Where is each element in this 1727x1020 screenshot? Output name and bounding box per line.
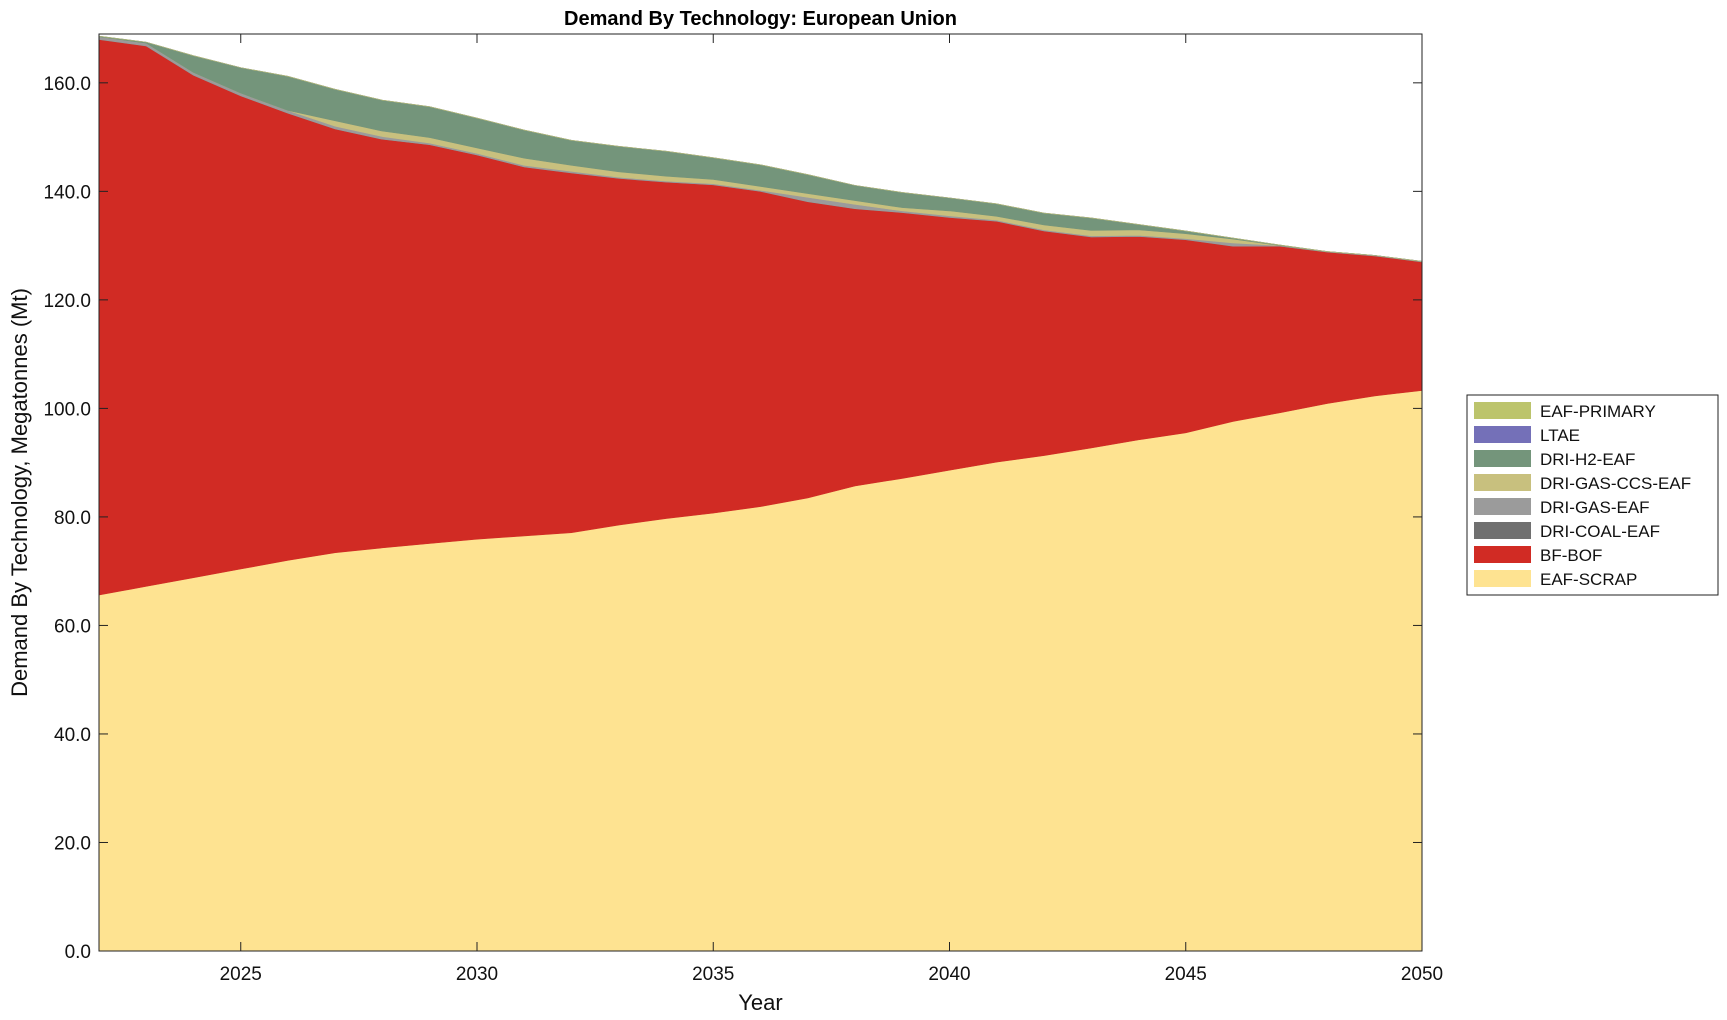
x-tick-label: 2035 — [692, 964, 734, 985]
legend-swatch-ltae — [1474, 426, 1531, 443]
y-tick-label: 120.0 — [43, 291, 91, 312]
area-layer — [98, 35, 1423, 952]
y-tick-label: 0.0 — [65, 942, 91, 963]
y-tick-label: 100.0 — [43, 399, 91, 420]
legend-box — [1466, 394, 1719, 596]
y-tick-label: 40.0 — [54, 725, 91, 746]
legend-swatch-eaf-primary — [1474, 402, 1531, 419]
legend-label-dri-h2-eaf: DRI-H2-EAF — [1540, 450, 1635, 469]
y-tick-label: 80.0 — [54, 508, 91, 529]
legend-label-eaf-primary: EAF-PRIMARY — [1540, 402, 1656, 421]
legend: EAF-PRIMARY LTAE DRI-H2-EAF DRI-GAS-CCS-EAF… — [1466, 394, 1719, 596]
legend-label-dri-gas-ccs-eaf: DRI-GAS-CCS-EAF — [1540, 474, 1691, 493]
legend-swatch-dri-gas-ccs-eaf — [1474, 474, 1531, 491]
x-tick-label: 2030 — [456, 964, 498, 985]
x-tick-label: 2045 — [1165, 964, 1207, 985]
x-tick-label: 2050 — [1401, 964, 1443, 985]
x-axis: 2025 2030 2035 2040 2045 2050 — [220, 34, 1443, 985]
plot-frame — [98, 33, 1423, 952]
legend-label-bf-bof: BF-BOF — [1540, 546, 1602, 565]
legend-label-dri-gas-eaf: DRI-GAS-EAF — [1540, 498, 1650, 517]
legend-label-eaf-scrap: EAF-SCRAP — [1540, 570, 1637, 589]
legend-swatch-dri-h2-eaf — [1474, 450, 1531, 467]
legend-swatch-dri-coal-eaf — [1474, 522, 1531, 539]
legend-swatch-dri-gas-eaf — [1474, 498, 1531, 515]
legend-label-dri-coal-eaf: DRI-COAL-EAF — [1540, 522, 1660, 541]
x-tick-label: 2025 — [220, 964, 262, 985]
y-tick-label: 60.0 — [54, 616, 91, 637]
y-axis-title: Demand By Technology, Megatonnes (Mt) — [7, 288, 32, 697]
y-axis: 0.0 20.0 40.0 60.0 80.0 100.0 120.0 140.0 160.0 — [43, 74, 1422, 963]
legend-swatch-eaf-scrap — [1474, 570, 1531, 587]
y-tick-label: 160.0 — [43, 74, 91, 95]
y-tick-label: 20.0 — [54, 833, 91, 854]
legend-label-ltae: LTAE — [1540, 426, 1580, 445]
x-axis-title: Year — [738, 990, 782, 1015]
y-tick-label: 140.0 — [43, 182, 91, 203]
legend-swatch-bf-bof — [1474, 546, 1531, 563]
chart-title: Demand By Technology: European Union — [564, 8, 957, 30]
x-tick-label: 2040 — [928, 964, 970, 985]
